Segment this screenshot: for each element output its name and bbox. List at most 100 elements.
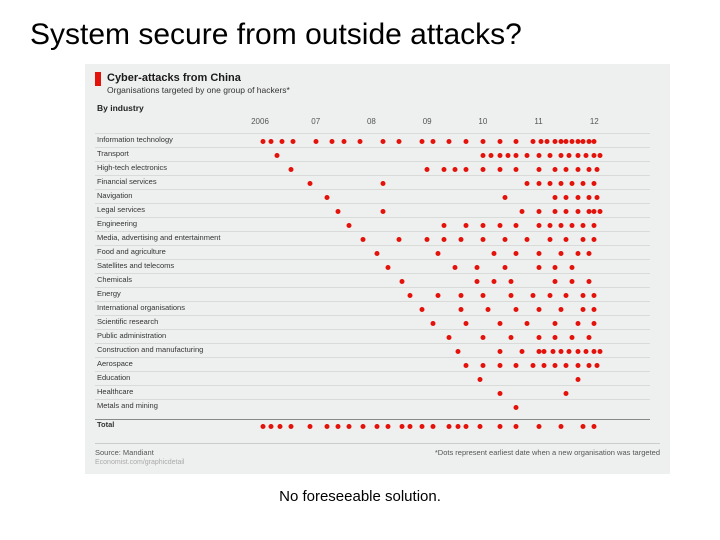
data-dot	[531, 293, 536, 298]
data-dot	[308, 424, 313, 429]
data-dot	[550, 349, 555, 354]
data-dot	[592, 237, 597, 242]
chart-row: Navigation	[95, 189, 650, 203]
data-dot	[503, 195, 508, 200]
data-dot	[564, 237, 569, 242]
data-dot	[497, 363, 502, 368]
data-dot	[430, 139, 435, 144]
data-dot	[497, 349, 502, 354]
data-dot	[505, 153, 510, 158]
data-dot	[361, 237, 366, 242]
chart-attribution: Economist.com/graphicdetail	[95, 459, 660, 466]
data-dot	[514, 307, 519, 312]
chart-row: Media, advertising and entertainment	[95, 231, 650, 245]
data-dot	[447, 335, 452, 340]
year-label: 12	[590, 117, 599, 126]
data-dot	[592, 424, 597, 429]
row-label: Media, advertising and entertainment	[97, 233, 220, 242]
data-dot	[558, 139, 563, 144]
chart-container: Cyber-attacks from China Organisations t…	[85, 64, 670, 474]
data-dot	[583, 349, 588, 354]
data-dot	[536, 167, 541, 172]
data-dot	[542, 349, 547, 354]
data-dot	[547, 293, 552, 298]
year-label: 08	[367, 117, 376, 126]
row-label: Energy	[97, 289, 121, 298]
year-label: 11	[534, 117, 542, 126]
data-dot	[386, 265, 391, 270]
data-dot	[324, 195, 329, 200]
data-dot	[536, 335, 541, 340]
data-dot	[497, 321, 502, 326]
data-dot	[553, 167, 558, 172]
row-label: Financial services	[97, 177, 157, 186]
data-dot	[553, 195, 558, 200]
data-dot	[489, 153, 494, 158]
row-label: International organisations	[97, 303, 185, 312]
data-dot	[480, 223, 485, 228]
data-dot	[375, 424, 380, 429]
data-dot	[525, 321, 530, 326]
data-dot	[514, 167, 519, 172]
chart-row: Healthcare	[95, 385, 650, 399]
data-dot	[430, 321, 435, 326]
data-dot	[592, 307, 597, 312]
data-dot	[425, 237, 430, 242]
data-dot	[570, 265, 575, 270]
data-dot	[592, 139, 597, 144]
year-label: 2006	[251, 117, 269, 126]
data-dot	[531, 139, 536, 144]
data-dot	[492, 279, 497, 284]
slide-conclusion: No foreseeable solution.	[0, 488, 720, 505]
data-dot	[308, 181, 313, 186]
chart-row: Construction and manufacturing	[95, 343, 650, 357]
chart-row: Satellites and telecoms	[95, 259, 650, 273]
data-dot	[586, 167, 591, 172]
data-dot	[553, 265, 558, 270]
chart-row: Metals and mining	[95, 399, 650, 413]
data-dot	[597, 209, 602, 214]
data-dot	[497, 424, 502, 429]
data-dot	[575, 153, 580, 158]
data-dot	[570, 279, 575, 284]
data-dot	[480, 153, 485, 158]
data-dot	[458, 237, 463, 242]
data-dot	[595, 167, 600, 172]
data-dot	[480, 293, 485, 298]
data-dot	[358, 139, 363, 144]
data-dot	[436, 251, 441, 256]
data-dot	[553, 321, 558, 326]
row-label: High-tech electronics	[97, 163, 167, 172]
data-dot	[397, 237, 402, 242]
data-dot	[592, 181, 597, 186]
data-dot	[464, 139, 469, 144]
data-dot	[497, 153, 502, 158]
data-dot	[583, 153, 588, 158]
data-dot	[503, 265, 508, 270]
data-dot	[586, 195, 591, 200]
chart-row: Engineering	[95, 217, 650, 231]
row-label: Healthcare	[97, 387, 133, 396]
row-label: Engineering	[97, 219, 137, 228]
total-row: Total	[95, 419, 650, 433]
chart-row: Scientific research	[95, 315, 650, 329]
data-dot	[464, 223, 469, 228]
row-label: Chemicals	[97, 275, 132, 284]
data-dot	[514, 139, 519, 144]
data-dot	[508, 279, 513, 284]
data-dot	[497, 391, 502, 396]
data-dot	[503, 237, 508, 242]
row-label: Scientific research	[97, 317, 158, 326]
data-dot	[400, 279, 405, 284]
chart-footer: Source: Mandiant *Dots represent earlies…	[95, 443, 660, 457]
chart-row: Transport	[95, 147, 650, 161]
data-dot	[386, 424, 391, 429]
data-dot	[564, 139, 569, 144]
data-dot	[453, 167, 458, 172]
data-dot	[567, 153, 572, 158]
data-dot	[547, 181, 552, 186]
data-dot	[581, 237, 586, 242]
row-label: Satellites and telecoms	[97, 261, 174, 270]
data-dot	[531, 363, 536, 368]
data-dot	[553, 279, 558, 284]
